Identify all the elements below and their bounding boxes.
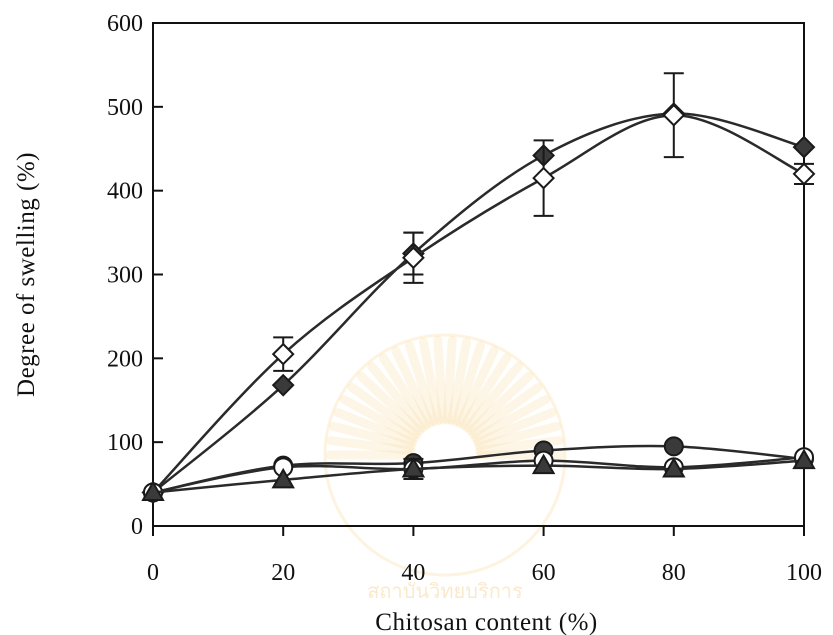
series-line xyxy=(152,113,805,494)
x-tick-label: 100 xyxy=(786,560,822,586)
y-tick-label: 0 xyxy=(131,514,143,540)
data-point xyxy=(792,162,816,186)
watermark-ray xyxy=(404,341,439,427)
ticks: 0 100 200 300 400 500 600 0 20 40 60 80 100 xyxy=(107,11,822,586)
data-point xyxy=(663,436,684,457)
data-point xyxy=(271,467,295,489)
data-point xyxy=(141,480,165,501)
data-point xyxy=(401,456,426,478)
watermark-ray xyxy=(326,436,415,456)
x-tick-label: 20 xyxy=(271,560,295,586)
series-line xyxy=(152,456,805,494)
series-5 xyxy=(141,448,816,501)
watermark-ray xyxy=(459,353,512,430)
watermark-ray xyxy=(468,382,543,439)
data-point xyxy=(662,456,686,478)
watermark-ray xyxy=(471,395,551,443)
watermark-logo: สถาบันวิทยบริการ xyxy=(323,333,567,603)
y-tick-label: 200 xyxy=(107,346,143,372)
watermark-ray xyxy=(455,346,499,428)
x-tick-label: 80 xyxy=(662,560,686,586)
watermark-ray xyxy=(339,395,419,443)
watermark-ray xyxy=(356,371,424,436)
x-tick-label: 40 xyxy=(401,560,425,586)
data-point xyxy=(662,103,686,127)
data-point xyxy=(792,448,816,470)
x-tick-label: 60 xyxy=(532,560,556,586)
series-line xyxy=(152,444,805,494)
y-tick-label: 500 xyxy=(107,95,143,121)
watermark-ray xyxy=(333,408,417,447)
watermark-ray xyxy=(347,382,422,439)
watermark-ray xyxy=(451,341,486,427)
watermark-text: สถาบันวิทยบริการ xyxy=(367,579,523,603)
watermark-ray xyxy=(473,408,557,447)
data-point xyxy=(271,373,295,397)
watermark-ray xyxy=(442,335,457,425)
watermark-ray xyxy=(418,337,443,426)
watermark-ray xyxy=(367,361,428,433)
data-point xyxy=(531,453,556,475)
y-tick-label: 400 xyxy=(107,179,143,205)
data-point xyxy=(792,135,816,159)
data-point xyxy=(271,342,295,366)
watermark-ray xyxy=(433,335,448,425)
watermark-ray xyxy=(466,371,534,436)
data-point xyxy=(532,166,556,190)
watermark-ray xyxy=(378,353,431,430)
watermark-ring xyxy=(323,333,567,577)
x-axis-label: Chitosan content (%) xyxy=(375,609,597,635)
data-point xyxy=(401,246,425,270)
x-tick-label: 0 xyxy=(147,560,159,586)
y-tick-label: 100 xyxy=(107,430,143,456)
watermark-ray xyxy=(391,346,435,428)
watermark-ray xyxy=(474,421,561,451)
watermark-ray xyxy=(447,337,472,426)
y-tick-label: 600 xyxy=(107,11,143,37)
y-axis-label: Degree of swelling (%) xyxy=(13,152,40,397)
y-tick-label: 300 xyxy=(107,263,143,289)
series-layer xyxy=(141,72,816,504)
watermark-ray xyxy=(329,421,416,451)
series-line xyxy=(152,459,805,494)
watermark-ray xyxy=(462,361,523,433)
